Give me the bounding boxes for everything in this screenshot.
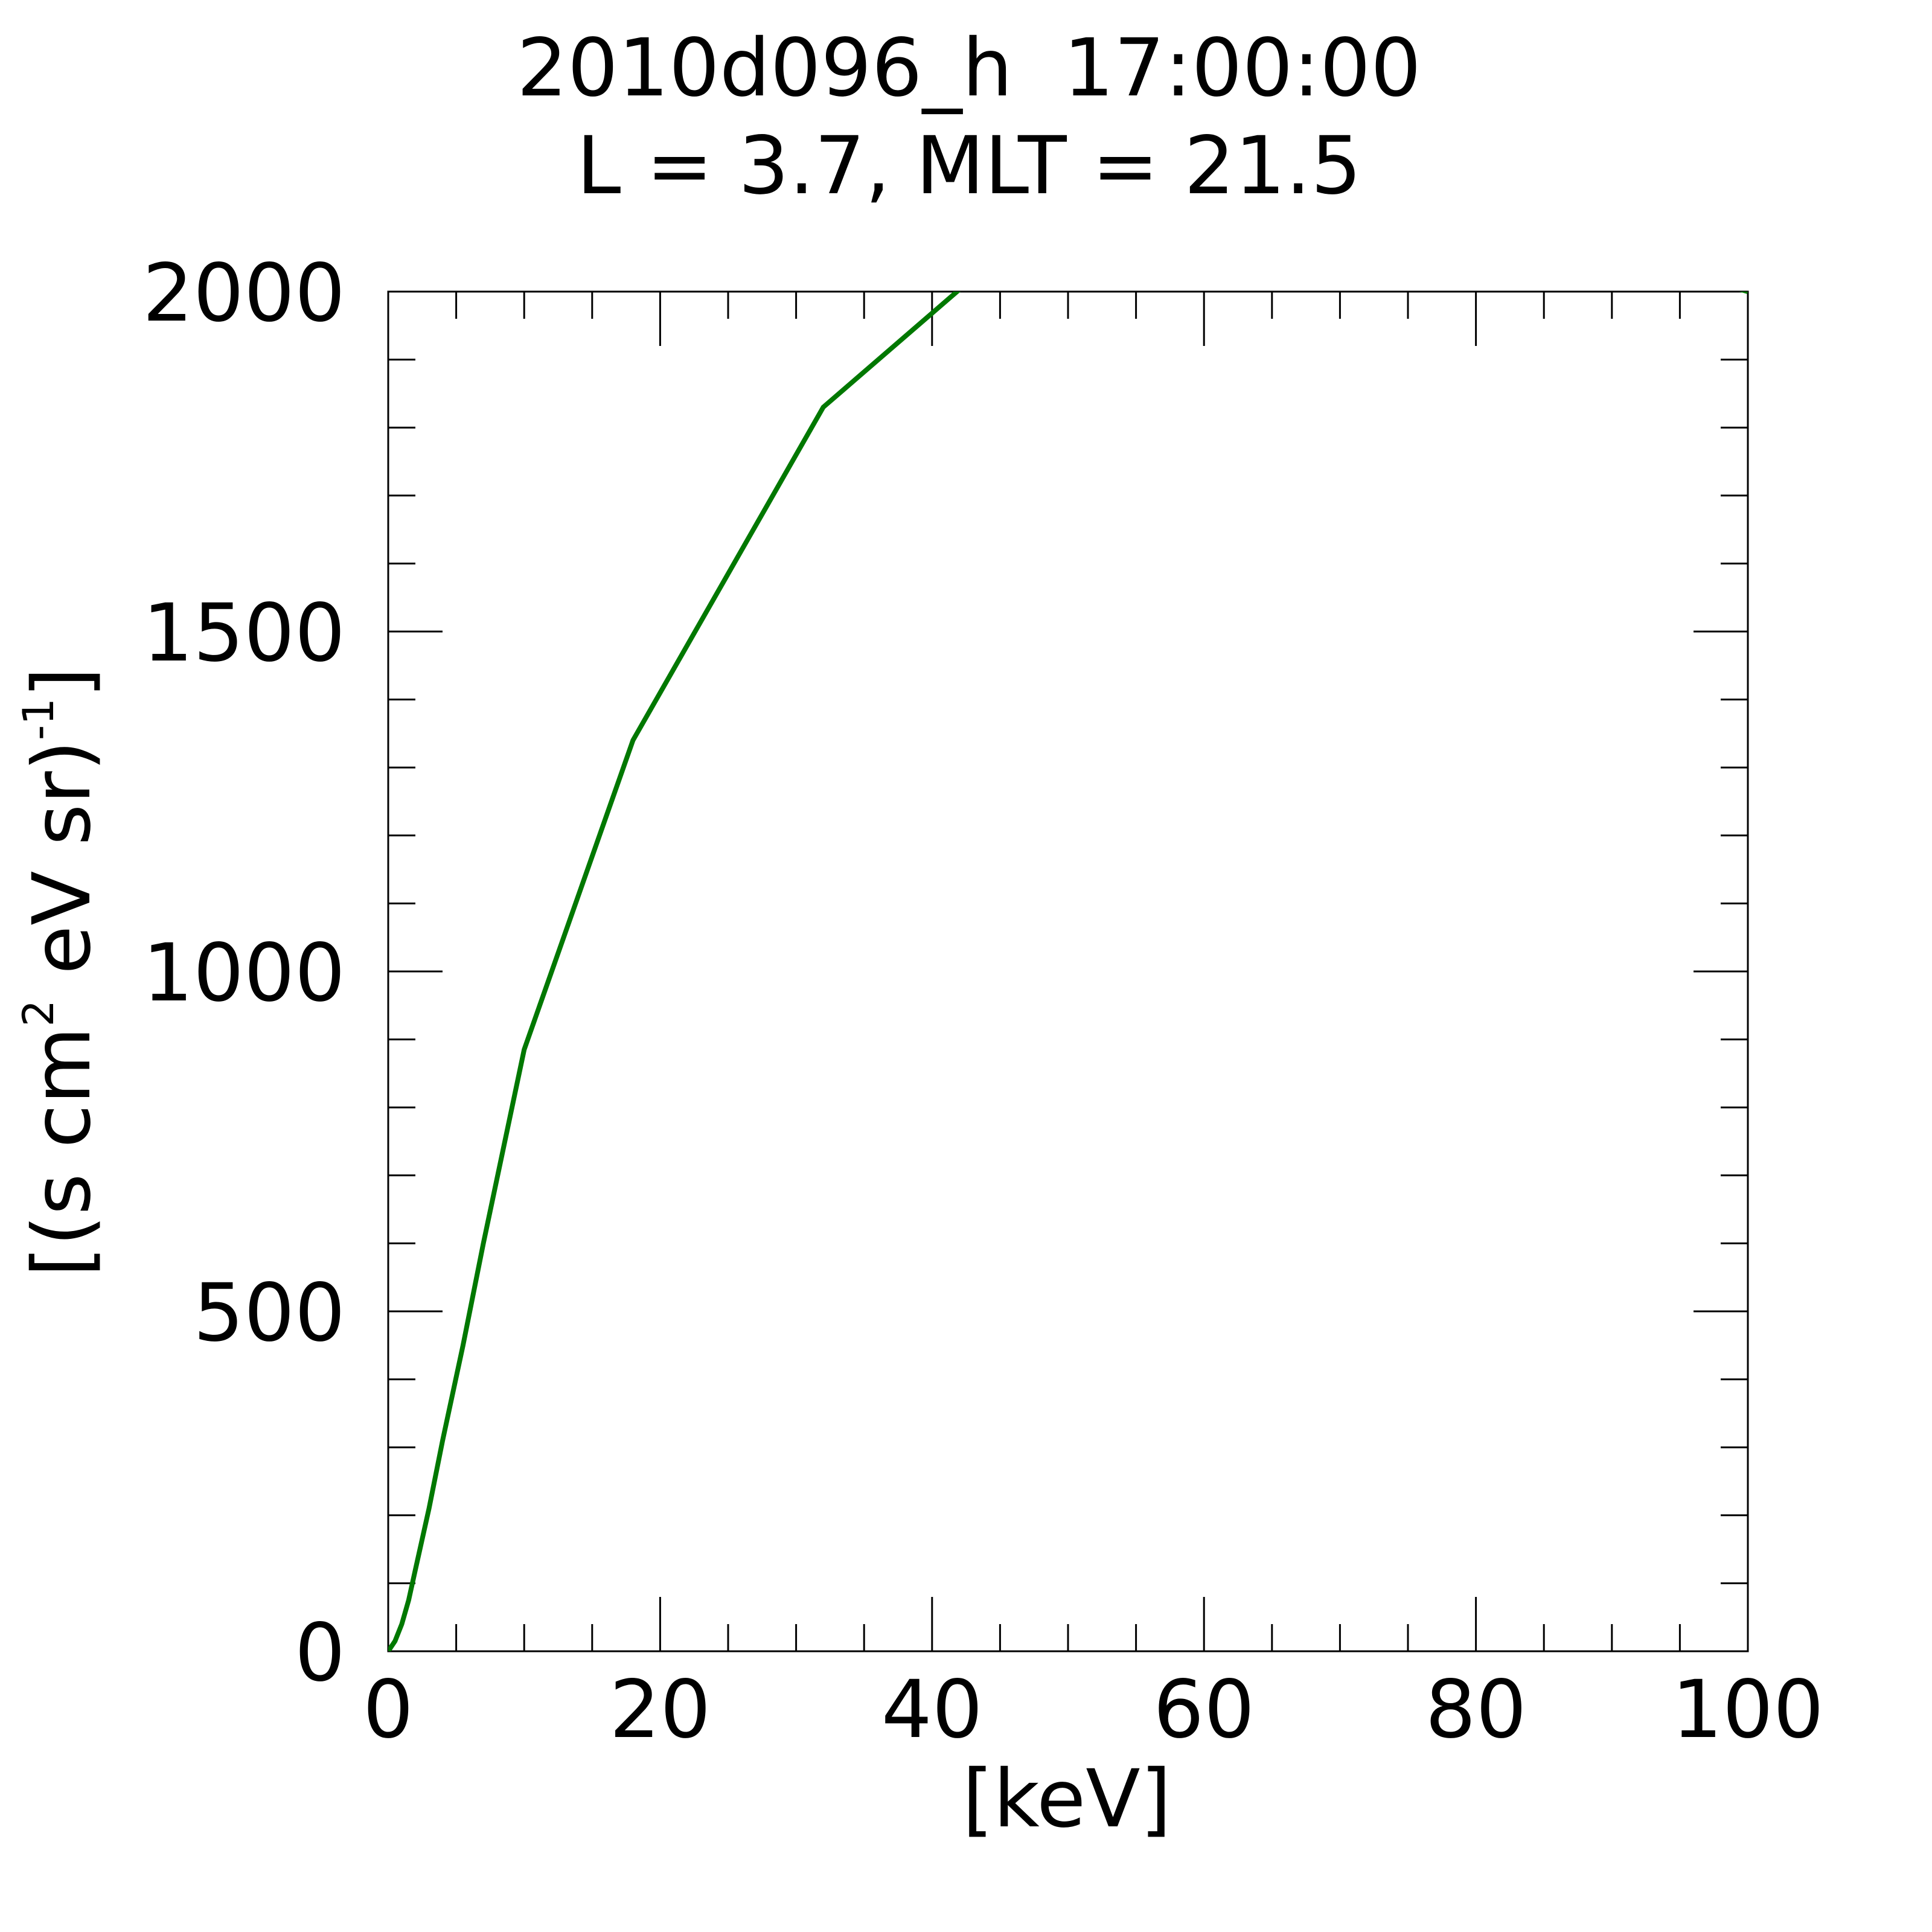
y-axis-label-sup-b: -1 <box>14 698 63 740</box>
chart-subtitle: L = 3.7, MLT = 21.5 <box>577 120 1361 213</box>
y-axis-label-part-c: ] <box>16 667 109 699</box>
series-line <box>388 292 1748 1651</box>
y-axis-label-part-b: eV sr) <box>16 740 109 1000</box>
x-tick-label: 60 <box>1153 1663 1255 1756</box>
y-axis-label-part-a: [(s cm <box>16 1026 109 1277</box>
y-tick-label: 2000 <box>142 247 345 340</box>
plot-border <box>387 290 1749 1652</box>
x-tick-label: 80 <box>1425 1663 1527 1756</box>
y-tick-label: 1000 <box>142 927 345 1020</box>
y-tick-label: 0 <box>295 1607 345 1700</box>
x-tick-label: 100 <box>1672 1663 1824 1756</box>
x-axis-label: [keV] <box>962 1753 1171 1846</box>
x-tick-label: 40 <box>881 1663 983 1756</box>
plot-frame <box>387 290 1749 1652</box>
y-tick-label: 1500 <box>142 587 345 680</box>
chart-title: 2010d096_h 17:00:00 <box>517 22 1421 115</box>
y-axis-label-sup-a: 2 <box>14 1000 63 1027</box>
axis-ticks <box>387 290 1749 1652</box>
x-tick-label: 0 <box>363 1663 414 1756</box>
x-tick-label: 20 <box>609 1663 711 1756</box>
y-tick-label: 500 <box>193 1267 345 1360</box>
series-group <box>388 292 1748 1651</box>
y-axis-label: [(s cm2 eV sr)-1] <box>14 667 109 1278</box>
